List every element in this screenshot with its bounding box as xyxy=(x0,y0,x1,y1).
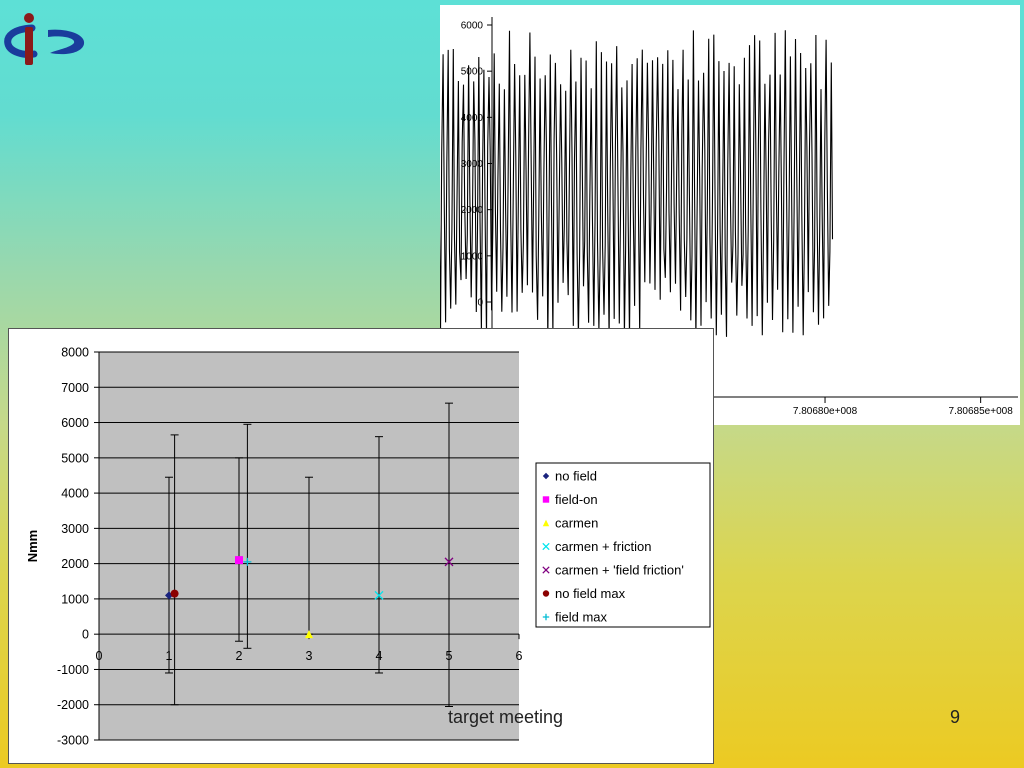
torque-y-tick-label: 2000 xyxy=(61,557,89,571)
legend-label: carmen xyxy=(555,516,598,531)
legend-label: no field max xyxy=(555,586,626,601)
legend-box xyxy=(535,462,711,628)
torque-y-tick-label: 6000 xyxy=(61,416,89,430)
torque-chart-panel: 8000 7000 6000 5000 4000 3000 2000 1000 0 -1000 -2… xyxy=(8,328,714,764)
data-point xyxy=(235,556,243,565)
y-axis-label: Nmm xyxy=(25,530,40,563)
torque-x-tick-label: 6 xyxy=(516,649,523,663)
torque-chart: 8000 7000 6000 5000 4000 3000 2000 1000 0 -1000 -2… xyxy=(25,346,711,748)
torque-x-tick-label: 0 xyxy=(96,649,103,663)
torque-y-tick-label: -3000 xyxy=(57,734,89,748)
signal-y-tick-label: 4000 xyxy=(461,113,484,124)
data-point xyxy=(170,589,179,598)
torque-y-axis: 8000 7000 6000 5000 4000 3000 2000 1000 0 -1000 -2… xyxy=(57,346,100,748)
data-point xyxy=(374,590,384,600)
torque-y-tick-label: 7000 xyxy=(61,381,89,395)
torque-x-tick-label: 3 xyxy=(306,649,313,663)
legend-marker xyxy=(542,590,550,597)
data-point xyxy=(243,557,252,566)
legend-marker xyxy=(542,542,550,551)
torque-x-tick-label: 2 xyxy=(236,649,243,663)
signal-y-tick-label: 0 xyxy=(477,298,483,309)
signal-x-tick-label: 7.80685e+008 xyxy=(949,406,1014,417)
data-point xyxy=(305,630,313,639)
legend-label: field-on xyxy=(555,492,598,507)
slide-number: 9 xyxy=(950,707,961,727)
error-bars xyxy=(165,402,453,707)
torque-y-tick-label: -1000 xyxy=(57,663,89,677)
legend-marker xyxy=(542,472,550,480)
signal-y-tick-label: 3000 xyxy=(461,159,484,170)
legend-label: carmen + friction xyxy=(555,539,651,554)
torque-y-tick-label: 1000 xyxy=(61,592,89,606)
data-points xyxy=(165,556,454,639)
logo-mark xyxy=(4,13,85,65)
signal-y-tick-label: 6000 xyxy=(461,21,484,32)
legend-label: field max xyxy=(555,610,608,625)
legend: no field field-on carmen carmen + friction c… xyxy=(535,462,711,628)
legend-label: no field xyxy=(555,469,597,484)
legend-marker xyxy=(542,519,550,527)
torque-y-tick-label: -2000 xyxy=(57,698,89,712)
data-point xyxy=(444,557,454,567)
legend-label: carmen + 'field friction' xyxy=(555,563,684,578)
signal-line xyxy=(432,30,834,341)
legend-marker xyxy=(542,613,550,621)
torque-y-tick-label: 3000 xyxy=(61,522,89,536)
torque-y-tick-label: 8000 xyxy=(61,346,89,360)
footer-title: target meeting xyxy=(448,707,564,727)
logo xyxy=(4,13,85,65)
torque-y-tick-label: 0 xyxy=(82,628,89,642)
torque-y-tick-label: 5000 xyxy=(61,451,89,465)
signal-y-tick-label: 5000 xyxy=(461,67,484,78)
legend-marker xyxy=(542,496,550,503)
signal-x-tick-label: 7.80680e+008 xyxy=(793,406,858,417)
legend-marker xyxy=(542,566,550,574)
torque-y-tick-label: 4000 xyxy=(61,487,89,501)
